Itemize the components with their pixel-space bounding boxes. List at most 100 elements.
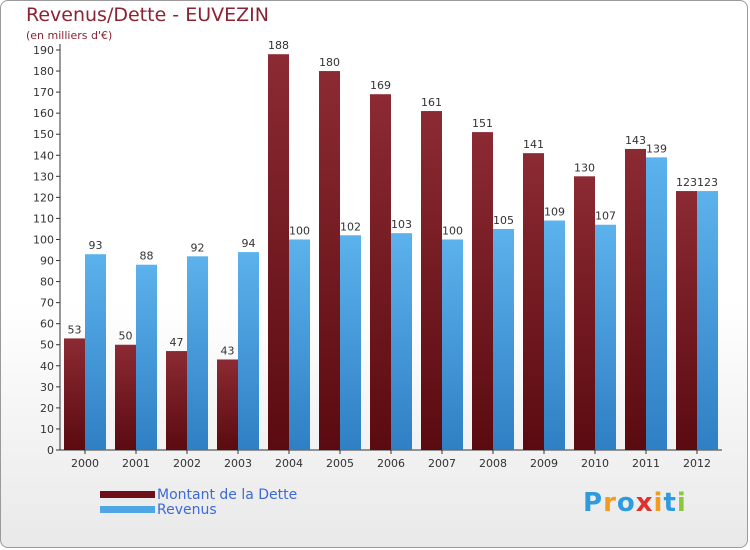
logo-letter: i (653, 488, 664, 518)
y-tick-label: 110 (33, 212, 54, 225)
x-tick-label: 2008 (479, 457, 507, 470)
y-tick-label: 190 (33, 44, 54, 57)
y-tick-label: 70 (40, 297, 54, 310)
data-label-revenus: 139 (646, 142, 667, 155)
y-tick-label: 10 (40, 423, 54, 436)
data-label-revenus: 123 (697, 176, 718, 189)
legend-item-dette: Montant de la Dette (100, 486, 298, 503)
logo-letter: r (603, 488, 617, 518)
chart-subtitle: (en milliers d'€) (26, 29, 113, 42)
bar-dette (523, 153, 544, 450)
data-label-revenus: 93 (89, 239, 103, 252)
chart-axes: 0 10 20 30 40 50 60 70 80 90 100 110 120 130 140 150 160… (33, 44, 722, 470)
data-label-dette: 43 (221, 344, 235, 357)
logo-letter: o (616, 488, 636, 518)
chart-labels: 53 93 50 88 47 92 43 94 188 100 180 102 169 103 161 100… (68, 39, 719, 357)
data-label-dette: 161 (421, 96, 442, 109)
bar-revenus (187, 256, 208, 450)
data-label-dette: 188 (268, 39, 289, 52)
data-label-dette: 180 (319, 56, 340, 69)
bar-dette (166, 351, 187, 450)
bar-revenus (340, 235, 361, 450)
x-tick-label: 2006 (377, 457, 405, 470)
y-tick-label: 80 (40, 276, 54, 289)
bar-revenus (289, 239, 310, 450)
y-tick-label: 170 (33, 86, 54, 99)
x-tick-label: 2009 (530, 457, 558, 470)
y-tick-label: 160 (33, 107, 54, 120)
bar-revenus (391, 233, 412, 450)
data-label-dette: 47 (170, 336, 184, 349)
x-tick-label: 2001 (122, 457, 150, 470)
bar-dette (115, 344, 136, 450)
data-label-revenus: 100 (442, 224, 463, 237)
data-label-revenus: 102 (340, 220, 361, 233)
x-tick-label: 2004 (275, 457, 303, 470)
data-label-revenus: 107 (595, 210, 616, 223)
y-tick-label: 150 (33, 128, 54, 141)
data-label-revenus: 94 (242, 237, 256, 250)
x-tick-label: 2011 (632, 457, 660, 470)
y-tick-label: 100 (33, 233, 54, 246)
logo-letter: x (635, 488, 654, 518)
bar-dette (64, 338, 85, 450)
chart-bars (64, 54, 718, 451)
x-tick-label: 2010 (581, 457, 609, 470)
x-tick-label: 2002 (173, 457, 201, 470)
logo-letter: P (583, 488, 604, 518)
data-label-dette: 130 (574, 161, 595, 174)
bar-dette (625, 148, 646, 450)
proxiti-logo[interactable]: Proxiti (583, 488, 687, 518)
y-tick-label: 40 (40, 360, 54, 373)
bar-dette (421, 111, 442, 450)
y-tick-label: 140 (33, 149, 54, 162)
y-tick-label: 120 (33, 191, 54, 204)
chart-legend: Montant de la Dette Revenus (100, 486, 298, 518)
y-tick-label: 90 (40, 255, 54, 268)
x-tick-label: 2007 (428, 457, 456, 470)
bar-dette (268, 54, 289, 451)
x-tick-label: 2005 (326, 457, 354, 470)
bar-revenus (136, 264, 157, 450)
bar-revenus (238, 252, 259, 450)
y-tick-label: 30 (40, 381, 54, 394)
y-tick-label: 60 (40, 318, 54, 331)
legend-swatch-revenus (100, 506, 155, 513)
bar-dette (574, 176, 595, 450)
legend-swatch-dette (100, 491, 155, 498)
logo-letter: t (663, 488, 677, 518)
x-tick-label: 2000 (71, 457, 99, 470)
bar-revenus (544, 220, 565, 450)
bar-dette (676, 191, 697, 451)
x-tick-label: 2012 (683, 457, 711, 470)
data-label-revenus: 109 (544, 206, 565, 219)
y-tick-label: 20 (40, 402, 54, 415)
legend-label-dette: Montant de la Dette (157, 486, 298, 503)
data-label-revenus: 92 (191, 241, 205, 254)
bar-dette (217, 359, 238, 450)
y-tick-label: 130 (33, 170, 54, 183)
data-label-dette: 143 (625, 134, 646, 147)
y-tick-label: 0 (47, 444, 54, 457)
bar-dette (319, 71, 340, 450)
bar-dette (370, 94, 391, 451)
bar-revenus (595, 224, 616, 450)
bar-revenus (646, 157, 667, 451)
chart-title: Revenus/Dette - EUVEZIN (26, 4, 269, 26)
data-label-dette: 123 (676, 176, 697, 189)
logo-letter: i (676, 488, 687, 518)
data-label-revenus: 88 (140, 250, 154, 263)
y-tick-label: 50 (40, 339, 54, 352)
x-tick-label: 2003 (224, 457, 252, 470)
bar-revenus (493, 228, 514, 450)
data-label-revenus: 103 (391, 218, 412, 231)
y-tick-label: 180 (33, 65, 54, 78)
data-label-revenus: 105 (493, 214, 514, 227)
bar-revenus (697, 191, 718, 451)
bar-revenus (442, 239, 463, 450)
data-label-revenus: 100 (289, 224, 310, 237)
data-label-dette: 50 (119, 330, 133, 343)
legend-label-revenus: Revenus (157, 501, 217, 518)
data-label-dette: 141 (523, 138, 544, 151)
